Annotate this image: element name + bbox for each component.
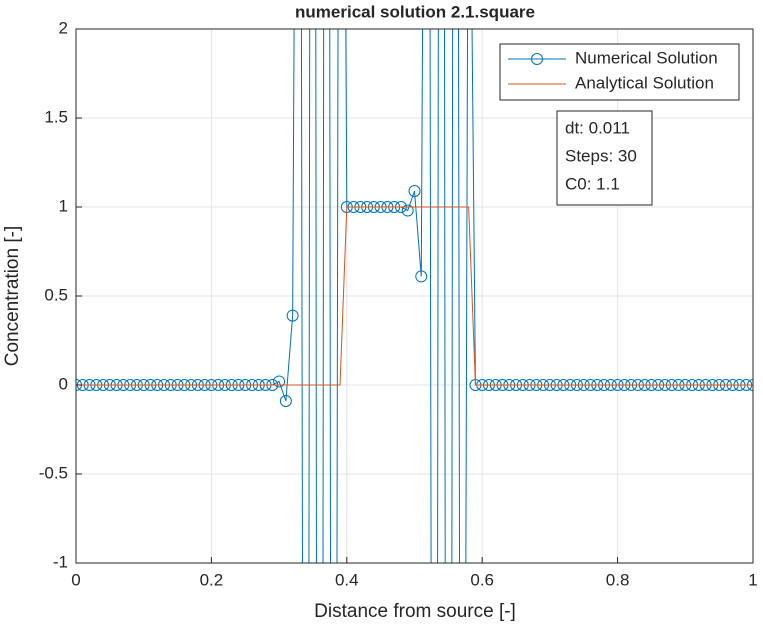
data-point	[415, 270, 428, 283]
x-tick-label: 0.6	[470, 570, 494, 589]
x-tick-label: 0.2	[200, 570, 224, 589]
x-tick-label: 0.8	[606, 570, 630, 589]
annotation-box	[556, 110, 653, 206]
y-tick-label: 1.5	[44, 107, 68, 126]
x-axis-label: Distance from source [-]	[314, 601, 516, 622]
y-tick-label: 2	[59, 18, 68, 37]
x-tick-label: 1	[748, 570, 757, 589]
y-tick-label: 0	[59, 374, 68, 393]
annotation-text: C0: 1.1	[565, 174, 620, 193]
data-point	[286, 309, 299, 322]
legend-box	[499, 43, 740, 101]
y-tick-label: -1	[53, 552, 68, 571]
chart-title: numerical solution 2.1.square	[295, 2, 535, 21]
x-tick-label: 0	[71, 570, 80, 589]
data-point	[401, 204, 414, 217]
legend-marker	[531, 53, 543, 65]
y-tick-label: 1	[59, 196, 68, 215]
y-axis-label: Concentration [-]	[2, 226, 23, 366]
legend-label: Analytical Solution	[575, 73, 714, 92]
annotation-text: Steps: 30	[565, 146, 637, 165]
y-tick-label: 0.5	[44, 285, 68, 304]
x-tick-label: 0.4	[335, 570, 359, 589]
data-point	[279, 395, 292, 408]
series-line	[76, 206, 753, 386]
y-tick-label: -0.5	[39, 463, 68, 482]
annotation-text: dt: 0.011	[565, 118, 630, 137]
data-point	[408, 184, 421, 197]
data-point	[273, 375, 286, 388]
legend-label: Numerical Solution	[575, 48, 718, 67]
